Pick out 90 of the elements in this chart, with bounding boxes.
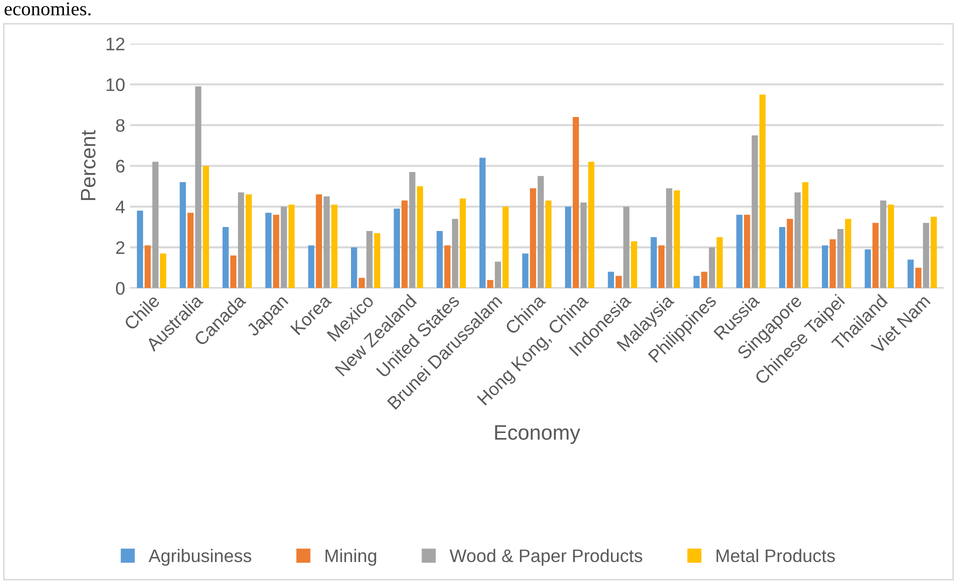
bar	[502, 206, 509, 288]
bar	[915, 268, 922, 288]
bar	[452, 218, 458, 288]
bar	[316, 194, 322, 288]
bar	[265, 212, 272, 288]
bar	[180, 182, 186, 288]
y-tick-label: 8	[116, 119, 125, 132]
bar	[888, 204, 894, 288]
bar	[195, 86, 202, 288]
bar	[436, 231, 443, 288]
bar	[864, 249, 871, 288]
bar	[616, 276, 622, 288]
bar	[402, 200, 408, 288]
legend-label: Agribusiness	[148, 548, 252, 566]
y-tick-label: 4	[116, 200, 125, 214]
bar	[822, 245, 828, 288]
y-tick-label: 10	[106, 78, 125, 92]
bar	[736, 214, 742, 288]
bar	[572, 116, 579, 288]
bar	[246, 194, 252, 288]
y-tick-label: 2	[116, 241, 124, 254]
bar	[752, 135, 758, 288]
bar	[202, 166, 210, 288]
bar	[701, 272, 708, 288]
bar	[288, 204, 295, 288]
bar	[538, 176, 544, 288]
bar	[693, 276, 700, 288]
bar	[187, 212, 194, 288]
bar	[922, 222, 930, 288]
bar	[444, 245, 450, 288]
bar	[716, 237, 723, 288]
bar	[708, 247, 716, 288]
text: economies.	[4, 2, 91, 16]
bar	[786, 218, 793, 288]
bar	[487, 280, 494, 288]
bar	[779, 226, 786, 288]
legend-label: Mining	[326, 548, 376, 566]
bar	[845, 218, 852, 288]
bar	[872, 222, 879, 288]
bar	[908, 260, 914, 288]
bar	[565, 206, 572, 288]
bar	[280, 206, 287, 288]
bar	[580, 202, 587, 288]
bar	[588, 162, 594, 288]
bar	[608, 272, 614, 288]
bar	[331, 204, 338, 288]
bar	[394, 208, 400, 288]
bar	[358, 278, 365, 288]
bar	[136, 210, 144, 288]
bar	[324, 196, 330, 288]
y-tick-label: 12	[106, 38, 124, 50]
bar	[530, 188, 536, 288]
bar	[930, 216, 937, 288]
bar	[802, 182, 808, 288]
bar	[273, 214, 280, 288]
bar	[623, 206, 630, 288]
x-axis-title: Economy	[495, 425, 580, 444]
bar	[409, 172, 416, 288]
bar	[238, 192, 244, 288]
bar	[759, 94, 766, 288]
y-tick-label: 6	[116, 160, 124, 173]
y-axis-title: Percent	[81, 130, 96, 200]
bar	[479, 158, 486, 288]
bar	[366, 231, 373, 288]
bar	[794, 192, 801, 288]
bar	[674, 190, 680, 288]
bar	[837, 229, 844, 288]
bar	[460, 198, 466, 288]
bar	[374, 233, 380, 288]
bar	[160, 253, 166, 288]
bar	[494, 262, 501, 288]
bar	[545, 200, 552, 288]
bar	[744, 214, 750, 288]
bar	[350, 247, 358, 288]
bar	[308, 245, 314, 288]
bar	[630, 241, 638, 288]
bar	[222, 226, 229, 288]
bar	[830, 239, 836, 288]
bar	[650, 237, 657, 288]
bar	[152, 162, 158, 288]
bar	[230, 256, 236, 288]
legend-label: Metal Products	[716, 548, 835, 562]
bar	[416, 186, 424, 288]
bar	[522, 253, 528, 288]
bar	[666, 188, 672, 288]
bar	[880, 200, 886, 288]
y-tick-label: 0	[116, 282, 125, 295]
legend-label: Wood & Paper Products	[450, 548, 642, 566]
bar	[144, 245, 151, 288]
bar	[658, 245, 665, 288]
